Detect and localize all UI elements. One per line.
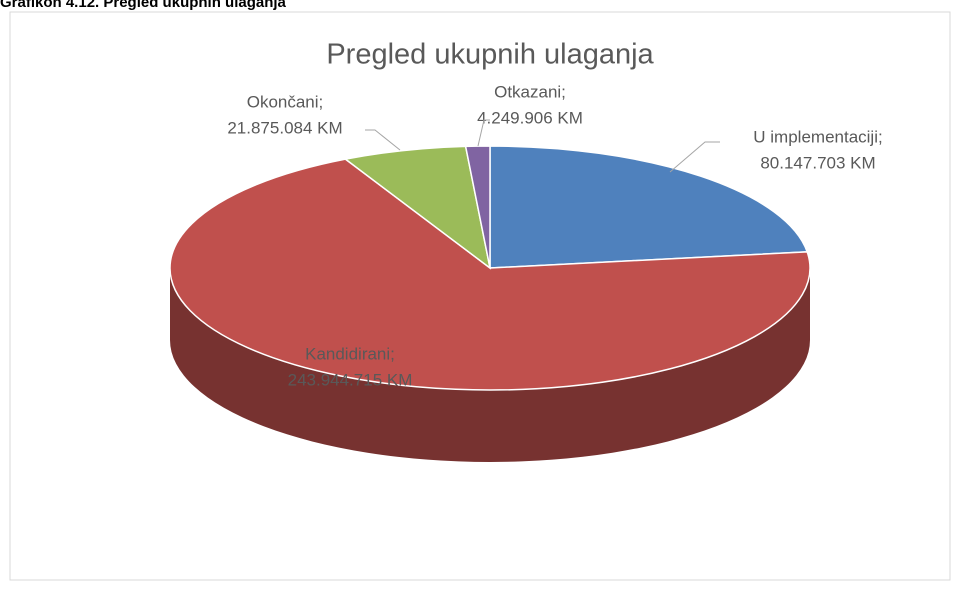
leader-line	[365, 129, 401, 151]
caption: Grafikon 4.12. Pregled ukupnih ulaganja	[0, 0, 287, 11]
slice	[489, 145, 809, 269]
data-label-value: 243.944.715 KM	[288, 370, 413, 389]
chart-title: Pregled ukupnih ulaganja	[326, 39, 654, 71]
data-label-value: 4.249.906 KM	[477, 108, 583, 127]
slice	[169, 158, 811, 391]
data-label-value: 21.875.084 KM	[227, 118, 342, 137]
data-label-name: Kandidirani;	[305, 344, 395, 363]
slice	[343, 145, 492, 270]
leader-line	[477, 119, 490, 147]
slice	[464, 145, 491, 269]
leader-line	[669, 141, 720, 173]
data-label-name: Okončani;	[247, 92, 324, 111]
data-label-name: U implementaciji;	[753, 127, 882, 146]
data-label-value: 80.147.703 KM	[760, 153, 875, 172]
slice-side	[170, 268, 810, 462]
data-label-name: Otkazani;	[494, 82, 566, 101]
